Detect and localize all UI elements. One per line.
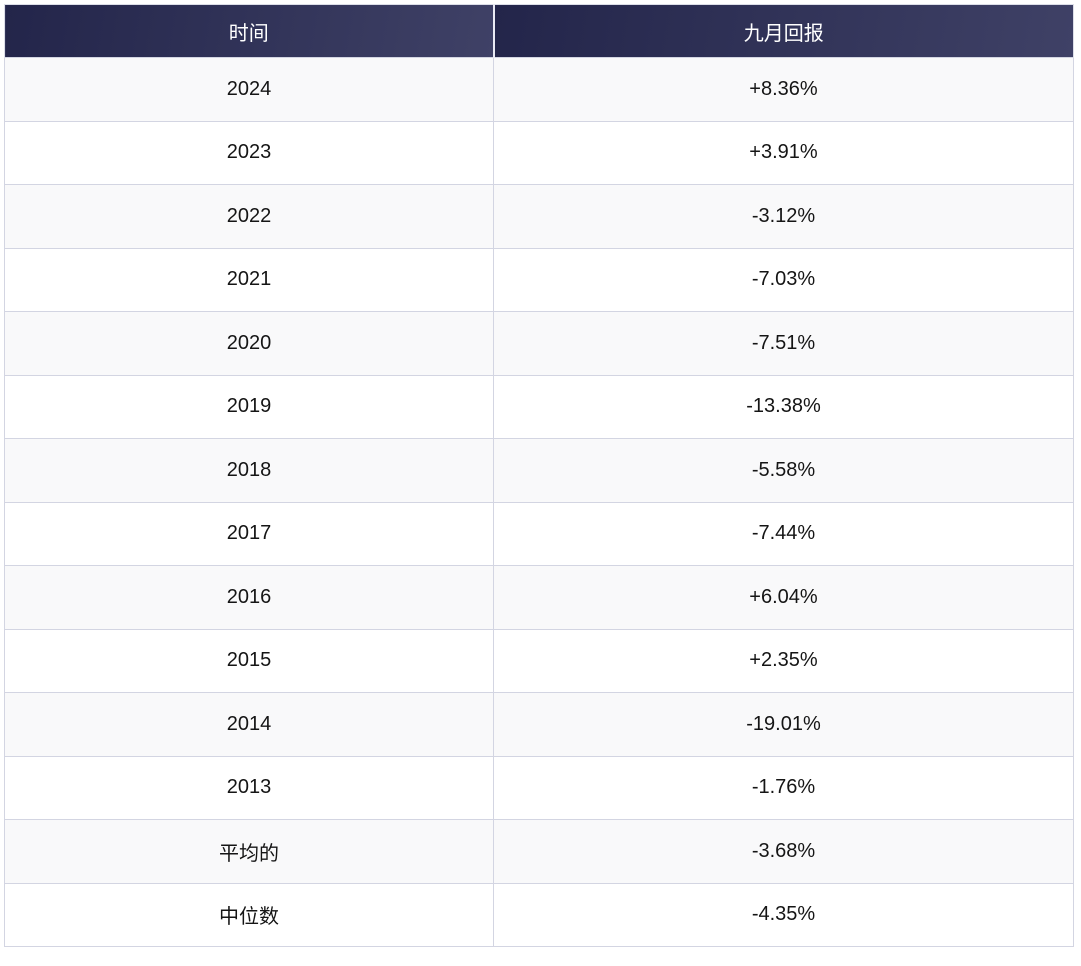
period-cell: 2013 xyxy=(4,755,494,820)
period-cell: 2018 xyxy=(4,438,494,503)
period-cell: 2024 xyxy=(4,57,494,122)
period-cell: 2016 xyxy=(4,565,494,630)
return-cell: +2.35% xyxy=(493,628,1074,693)
header-row: 时间 九月回报 xyxy=(4,4,1074,58)
table-row: 2013 -1.76% xyxy=(4,755,1074,820)
column-header-september-return: 九月回报 xyxy=(493,4,1074,58)
period-cell: 2019 xyxy=(4,374,494,439)
column-header-time: 时间 xyxy=(4,4,495,58)
return-cell: -3.68% xyxy=(493,819,1074,884)
period-cell: 2015 xyxy=(4,628,494,693)
table-row: 2021 -7.03% xyxy=(4,247,1074,312)
return-cell: -3.12% xyxy=(493,184,1074,249)
table-row: 2024 +8.36% xyxy=(4,57,1074,122)
period-cell: 2022 xyxy=(4,184,494,249)
return-cell: +6.04% xyxy=(493,565,1074,630)
table-row: 2023 +3.91% xyxy=(4,120,1074,185)
table-row: 2022 -3.12% xyxy=(4,184,1074,249)
return-cell: -7.44% xyxy=(493,501,1074,566)
return-cell: -5.58% xyxy=(493,438,1074,503)
period-cell: 2017 xyxy=(4,501,494,566)
return-cell: -4.35% xyxy=(493,882,1074,947)
september-returns-table: 时间 九月回报 2024 +8.36% 2023 +3.91% 2022 -3.… xyxy=(4,4,1074,947)
period-cell: 2023 xyxy=(4,120,494,185)
table-row-average: 平均的 -3.68% xyxy=(4,819,1074,884)
table-row: 2017 -7.44% xyxy=(4,501,1074,566)
period-cell: 平均的 xyxy=(4,819,494,884)
return-cell: -1.76% xyxy=(493,755,1074,820)
table-row: 2020 -7.51% xyxy=(4,311,1074,376)
return-cell: -19.01% xyxy=(493,692,1074,757)
period-cell: 2014 xyxy=(4,692,494,757)
period-cell: 2020 xyxy=(4,311,494,376)
period-cell: 2021 xyxy=(4,247,494,312)
return-cell: -7.51% xyxy=(493,311,1074,376)
table-row: 2015 +2.35% xyxy=(4,628,1074,693)
table-row: 2014 -19.01% xyxy=(4,692,1074,757)
table-row-median: 中位数 -4.35% xyxy=(4,882,1074,947)
period-cell: 中位数 xyxy=(4,882,494,947)
return-cell: -7.03% xyxy=(493,247,1074,312)
return-cell: -13.38% xyxy=(493,374,1074,439)
return-cell: +8.36% xyxy=(493,57,1074,122)
table-row: 2018 -5.58% xyxy=(4,438,1074,503)
table-row: 2019 -13.38% xyxy=(4,374,1074,439)
return-cell: +3.91% xyxy=(493,120,1074,185)
table-row: 2016 +6.04% xyxy=(4,565,1074,630)
